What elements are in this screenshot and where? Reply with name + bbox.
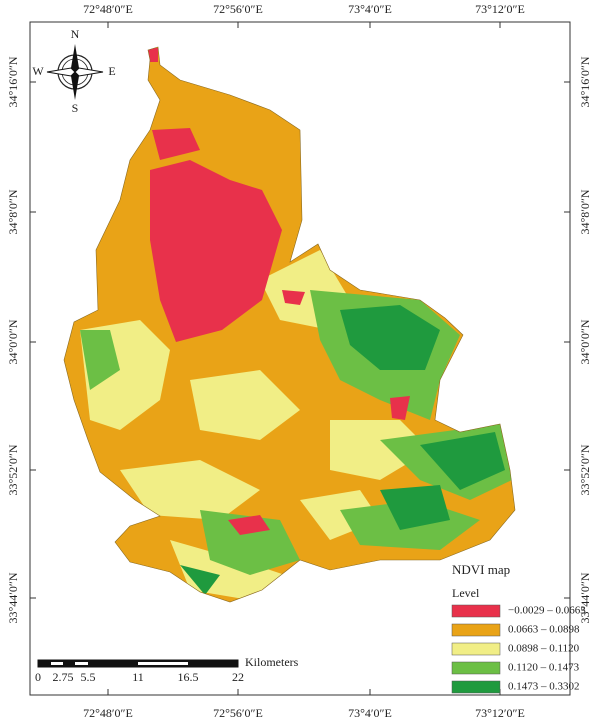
scale-tick-label: 11 <box>132 670 144 684</box>
latitude-label: 34°16′0″N <box>578 56 592 107</box>
scale-tick-label: 22 <box>232 670 244 684</box>
legend-label: 0.1120 – 0.1473 <box>508 662 580 674</box>
ndvi-patch <box>282 290 305 305</box>
longitude-label: 73°12′0″E <box>475 706 525 720</box>
legend-heading: Level <box>452 586 480 600</box>
compass-north: N <box>71 27 80 41</box>
ndvi-patch <box>120 460 260 520</box>
scale-tick-label: 2.75 <box>53 670 74 684</box>
latitude-label: 34°0′0″N <box>578 319 592 364</box>
longitude-label: 72°48′0″E <box>83 706 133 720</box>
legend-title: NDVI map <box>452 562 510 577</box>
longitude-label: 72°56′0″E <box>213 2 263 16</box>
longitude-label: 73°12′0″E <box>475 2 525 16</box>
legend-label: 0.0898 – 0.1120 <box>508 643 580 655</box>
legend-swatch <box>451 661 501 675</box>
longitude-label: 73°4′0″E <box>348 2 392 16</box>
latitude-label: 34°0′0″N <box>6 319 20 364</box>
north-arrow: N S E W <box>32 27 115 115</box>
compass-south: S <box>72 101 79 115</box>
scale-tick-label: 0 <box>35 670 41 684</box>
legend: NDVI map Level −0.0029 – 0.0663 0.0663 – … <box>451 562 586 694</box>
ndvi-patch <box>152 128 200 160</box>
region-outline <box>63 46 516 603</box>
legend-swatch <box>451 623 501 637</box>
map-frame <box>29 21 571 696</box>
ndvi-patch <box>200 510 300 575</box>
ndvi-patch <box>340 305 440 370</box>
ndvi-patch <box>228 515 270 535</box>
ndvi-patch <box>380 485 450 530</box>
longitude-label: 73°4′0″E <box>348 706 392 720</box>
scale-tick-label: 16.5 <box>178 670 199 684</box>
ndvi-patch <box>190 370 300 440</box>
ndvi-patch <box>150 160 282 342</box>
ndvi-patch <box>390 396 410 420</box>
latitude-label: 34°16′0″N <box>6 56 20 107</box>
legend-label: −0.0029 – 0.0663 <box>508 605 586 617</box>
ndvi-raster <box>64 47 515 602</box>
scale-tick-label: 5.5 <box>81 670 96 684</box>
scale-bar: Kilometers 0 2.75 5.5 11 16.5 22 <box>35 655 299 684</box>
coordinate-labels: 72°48′0″E 72°56′0″E 73°4′0″E 73°12′0″E 7… <box>6 2 592 720</box>
legend-label: 0.0663 – 0.0898 <box>508 624 580 636</box>
latitude-label: 33°44′0″N <box>6 572 20 623</box>
legend-swatch <box>451 604 501 618</box>
latitude-label: 34°8′0″N <box>578 189 592 234</box>
legend-swatch <box>451 680 501 694</box>
longitude-label: 72°48′0″E <box>83 2 133 16</box>
latitude-label: 33°52′0″N <box>578 444 592 495</box>
latitude-label: 34°8′0″N <box>6 189 20 234</box>
legend-swatch <box>451 642 501 656</box>
latitude-label: 33°44′0″N <box>578 572 592 623</box>
ndvi-patch <box>148 48 158 62</box>
latitude-label: 33°52′0″N <box>6 444 20 495</box>
ndvi-patch <box>80 330 120 390</box>
longitude-label: 72°56′0″E <box>213 706 263 720</box>
ndvi-patch <box>180 565 220 595</box>
compass-west: W <box>32 64 44 78</box>
compass-east: E <box>108 64 115 78</box>
scale-unit: Kilometers <box>245 655 299 669</box>
ndvi-patch <box>420 432 505 490</box>
legend-label: 0.1473 – 0.3302 <box>508 681 580 693</box>
